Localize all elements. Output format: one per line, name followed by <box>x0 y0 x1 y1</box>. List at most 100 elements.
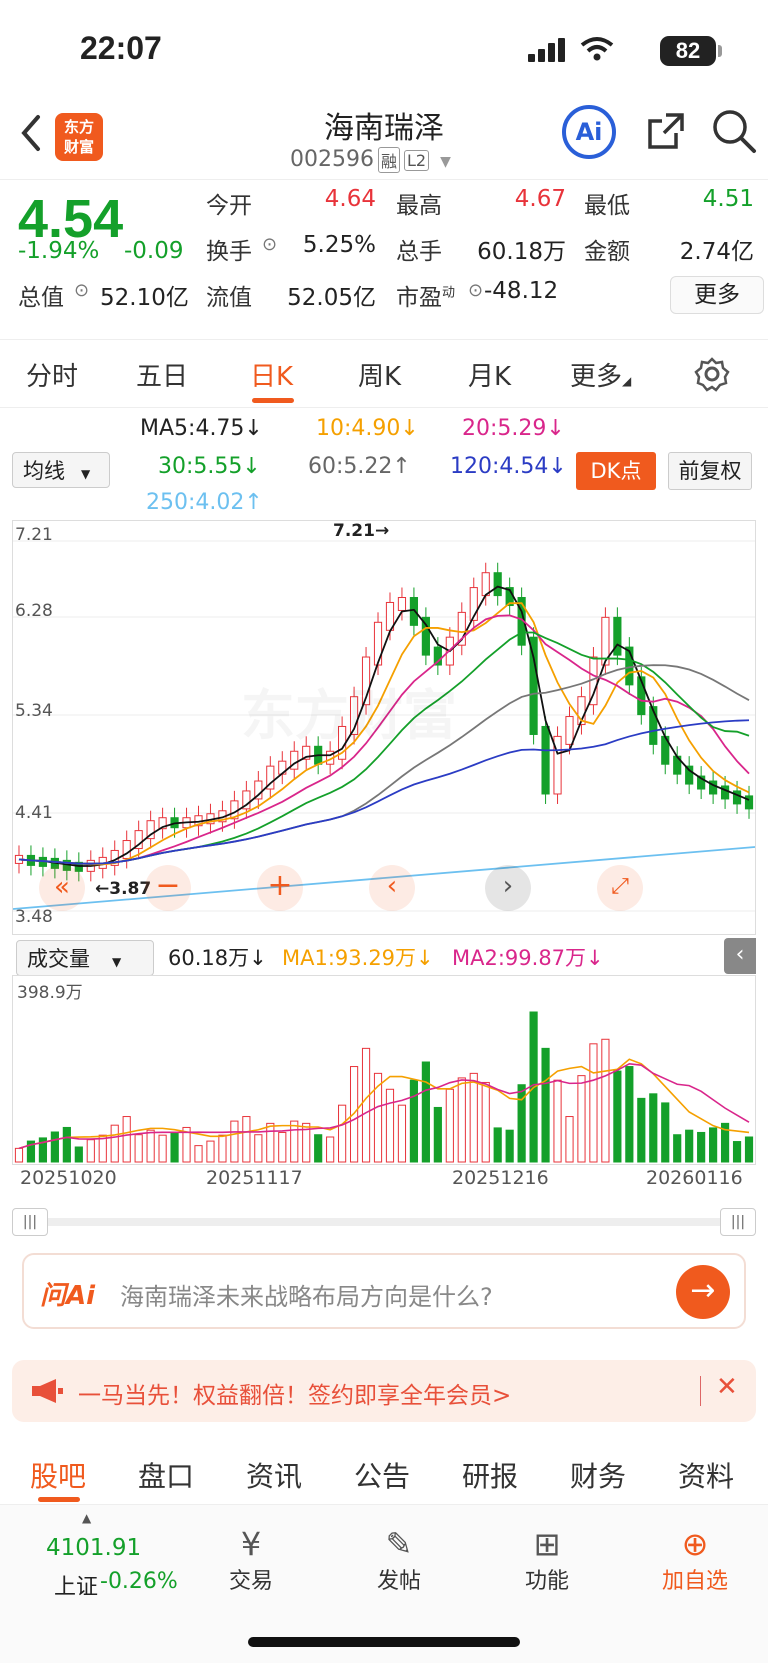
volume-bar <box>50 1131 59 1163</box>
candle <box>397 597 407 611</box>
volume-bar <box>266 1122 275 1163</box>
tab-news[interactable]: 资讯 <box>246 1460 303 1493</box>
indicator-select[interactable]: 成交量 ▼ <box>16 940 154 976</box>
ma60-value: 60:5.22↑ <box>308 454 411 479</box>
volume-bar <box>290 1120 299 1163</box>
status-bar: 22:07 82 <box>0 0 768 95</box>
ask-ai-box[interactable]: 问Ai 海南瑞泽未来战略布局方向是什么? → <box>22 1253 746 1329</box>
index-widget[interactable]: ▲ 4101.91 上证 -0.26% <box>14 1511 178 1601</box>
current-price: 4.54 <box>18 189 124 249</box>
signal-icon <box>528 38 565 62</box>
volume-bar <box>62 1126 71 1163</box>
wifi-icon <box>580 37 614 61</box>
rewind-icon[interactable]: « <box>39 865 85 911</box>
info-icon[interactable]: ⊙ <box>468 280 484 301</box>
volume-bar <box>254 1134 263 1163</box>
low-value: 4.51 <box>702 186 754 212</box>
ai-button[interactable]: Ai <box>562 105 616 159</box>
tab-profile[interactable]: 资料 <box>678 1460 735 1493</box>
tab-intraday[interactable]: 分时 <box>26 362 79 392</box>
volume-bar <box>673 1134 682 1163</box>
kline-chart[interactable]: 7.21 6.28 5.34 4.41 3.48 7.21→ ←3.87 东方财… <box>12 520 756 935</box>
tab-daily-k[interactable]: 日K <box>250 362 294 392</box>
stock-name: 海南瑞泽 <box>324 111 444 146</box>
turnover-label: 换手 <box>206 239 252 265</box>
volume-bar <box>744 1136 754 1163</box>
close-icon[interactable]: ✕ <box>716 1372 738 1402</box>
function-button[interactable]: ⊞ 功能 <box>492 1525 602 1595</box>
candle <box>685 765 694 785</box>
fullscreen-icon[interactable]: ⤢ <box>597 865 643 911</box>
candle <box>529 636 538 735</box>
candle <box>242 790 251 810</box>
tab-weekly-k[interactable]: 周K <box>358 362 402 392</box>
candle <box>649 706 658 745</box>
open-value: 4.64 <box>324 186 376 212</box>
l2-tag: L2 <box>404 149 430 171</box>
active-tab-indicator <box>252 398 294 403</box>
info-icon[interactable]: ⊙ <box>74 280 90 301</box>
back-icon[interactable] <box>18 113 44 153</box>
volume-bar <box>182 1126 191 1163</box>
ma20-value: 20:5.29↓ <box>462 416 565 441</box>
post-button[interactable]: ✎ 发帖 <box>344 1525 454 1595</box>
tab-monthly-k[interactable]: 月K <box>468 362 512 392</box>
ma-select[interactable]: 均线 ▼ <box>12 452 110 488</box>
info-icon[interactable]: ⊙ <box>262 234 278 255</box>
candle <box>146 820 155 840</box>
candle <box>409 597 419 626</box>
next-icon[interactable]: › <box>485 865 531 911</box>
y-label: 4.41 <box>15 803 53 823</box>
collapse-icon[interactable]: ‹ <box>724 938 756 974</box>
tab-pankou[interactable]: 盘口 <box>138 1460 195 1493</box>
date-axis: 20251020 20251117 20251216 20260116 <box>0 1165 768 1195</box>
candle <box>732 790 742 805</box>
trade-button[interactable]: ¥ 交易 <box>196 1525 306 1595</box>
candle <box>709 780 718 795</box>
search-icon[interactable] <box>710 107 758 155</box>
plus-circle-icon: ⊕ <box>681 1525 709 1563</box>
mcap-label: 总值 <box>18 285 64 311</box>
zoom-out-icon[interactable]: − <box>145 865 191 911</box>
share-icon[interactable] <box>644 109 688 153</box>
tab-guba[interactable]: 股吧 <box>30 1460 87 1493</box>
promo-banner[interactable]: 一马当先！权益翻倍！签约即享全年会员> ✕ <box>12 1360 756 1422</box>
volume-bar <box>302 1122 311 1163</box>
vol-ma2: MA2:99.87万↓ <box>452 946 604 970</box>
index-change: -0.26% <box>100 1569 178 1594</box>
tab-research[interactable]: 研报 <box>462 1460 519 1493</box>
tab-announcements[interactable]: 公告 <box>354 1460 411 1493</box>
y-label: 7.21 <box>15 525 53 545</box>
scroller-right-handle[interactable]: ||| <box>720 1208 756 1236</box>
tab-five-day[interactable]: 五日 <box>136 362 189 392</box>
dropdown-icon: ▼ <box>440 154 451 170</box>
range-scroller[interactable]: ||| ||| <box>12 1208 756 1236</box>
candle <box>601 616 610 666</box>
zoom-in-icon[interactable]: + <box>257 865 303 911</box>
candle <box>517 597 526 646</box>
add-watchlist-button[interactable]: ⊕ 加自选 <box>640 1525 750 1595</box>
scroller-left-handle[interactable]: ||| <box>12 1208 48 1236</box>
tab-finance[interactable]: 财务 <box>570 1460 627 1493</box>
stock-code[interactable]: 002596 融 L2 ▼ <box>290 147 451 173</box>
y-label: 5.34 <box>15 701 53 721</box>
candle <box>457 611 466 646</box>
amount-value: 2.74亿 <box>679 239 754 265</box>
settings-icon[interactable] <box>694 356 730 392</box>
volume-ma-line <box>18 1058 750 1150</box>
prev-icon[interactable]: ‹ <box>369 865 415 911</box>
adjust-button[interactable]: 前复权 <box>668 452 752 490</box>
tab-more[interactable]: 更多◢ <box>570 362 632 392</box>
volume-bar <box>278 1131 287 1163</box>
arrow-right-icon[interactable]: → <box>676 1265 730 1319</box>
volume-chart[interactable]: 398.9万 <box>12 975 756 1165</box>
volume-bar <box>218 1134 227 1163</box>
candle <box>373 621 383 666</box>
candle <box>349 696 359 735</box>
dk-point-button[interactable]: DK点 <box>576 452 656 490</box>
volume-bar <box>601 1038 610 1163</box>
volume-bar <box>361 1047 371 1163</box>
volume-bar <box>541 1047 550 1163</box>
more-button[interactable]: 更多 <box>670 276 764 314</box>
code-text: 002596 <box>290 147 374 172</box>
